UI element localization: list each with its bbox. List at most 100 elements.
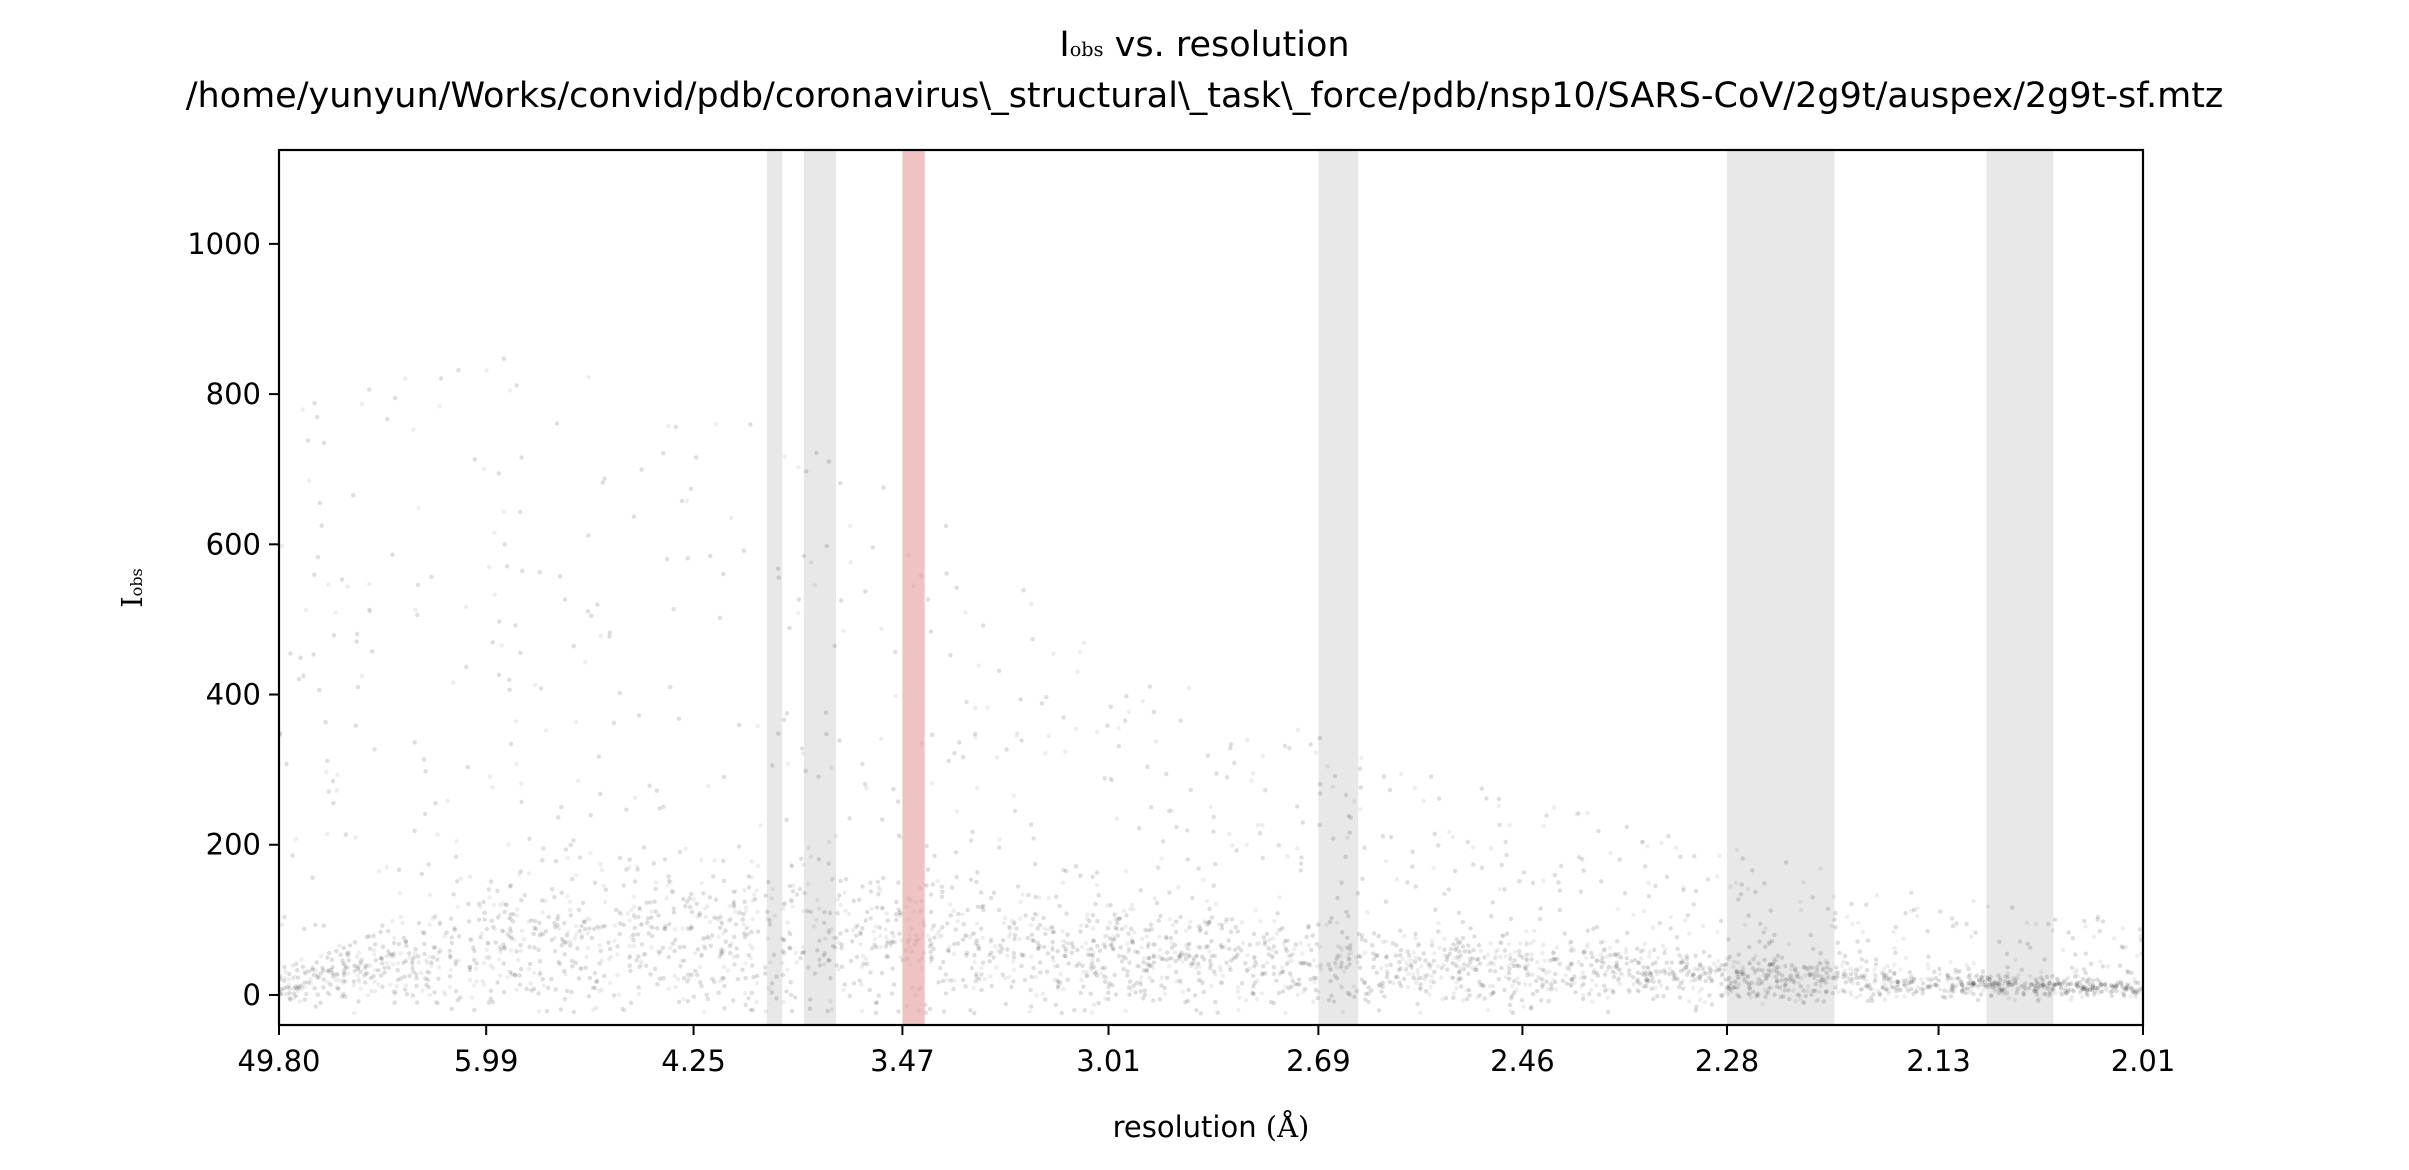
data-point xyxy=(1362,950,1368,955)
data-point xyxy=(754,980,760,986)
data-point xyxy=(1426,961,1431,967)
data-point xyxy=(553,987,558,992)
data-point xyxy=(1451,995,1456,1001)
data-point xyxy=(536,947,541,953)
data-point xyxy=(1831,975,1836,981)
data-point xyxy=(1971,991,1976,997)
data-point xyxy=(948,653,953,658)
data-point xyxy=(1105,903,1110,908)
data-point xyxy=(2080,976,2086,982)
data-point xyxy=(404,943,409,948)
data-point xyxy=(2010,905,2015,910)
data-point xyxy=(638,959,644,964)
data-point xyxy=(1620,972,1625,977)
data-point xyxy=(1371,931,1377,936)
data-point xyxy=(931,923,936,928)
data-point xyxy=(842,982,847,987)
data-point xyxy=(395,968,400,973)
data-point xyxy=(1094,729,1100,735)
data-point xyxy=(453,962,458,967)
data-point xyxy=(1485,952,1491,957)
data-point xyxy=(1534,978,1539,984)
data-point xyxy=(514,987,519,992)
data-point xyxy=(948,913,953,918)
data-point xyxy=(331,800,336,806)
data-point xyxy=(1310,933,1315,938)
data-point xyxy=(816,857,822,862)
data-point xyxy=(1683,917,1688,923)
data-point xyxy=(1250,990,1256,996)
data-point xyxy=(1761,930,1766,935)
data-point xyxy=(938,965,943,971)
data-point xyxy=(839,945,844,951)
data-point xyxy=(1327,965,1333,970)
data-point xyxy=(2068,997,2074,1003)
data-point xyxy=(2026,985,2032,991)
data-point xyxy=(571,1009,576,1015)
data-point xyxy=(988,936,994,941)
data-point xyxy=(776,575,781,580)
data-point xyxy=(1519,998,1525,1003)
data-point xyxy=(589,935,594,941)
data-point xyxy=(1261,935,1267,940)
data-point xyxy=(1138,982,1143,987)
data-point xyxy=(1014,926,1019,931)
data-point xyxy=(1084,941,1089,946)
data-point xyxy=(1436,929,1441,934)
data-point xyxy=(1761,930,1766,935)
data-point xyxy=(1415,943,1421,949)
data-point xyxy=(426,985,431,990)
data-point xyxy=(520,568,525,573)
data-point xyxy=(1468,960,1473,965)
data-point xyxy=(705,903,710,909)
data-point xyxy=(1496,796,1502,802)
data-point xyxy=(1538,906,1543,911)
data-point xyxy=(1085,916,1090,921)
data-point xyxy=(491,924,496,930)
data-point xyxy=(1157,934,1162,939)
data-point xyxy=(1260,971,1266,976)
data-point xyxy=(454,839,459,844)
data-point xyxy=(711,874,716,879)
data-point xyxy=(1557,961,1562,966)
data-point xyxy=(546,985,551,991)
data-point xyxy=(2134,991,2139,997)
data-point xyxy=(2033,921,2038,926)
data-point xyxy=(1190,895,1195,901)
data-point xyxy=(748,955,753,961)
data-point xyxy=(1764,991,1769,996)
data-point xyxy=(1503,974,1509,980)
data-point xyxy=(879,626,884,631)
data-point xyxy=(294,968,300,973)
data-point xyxy=(1888,981,1893,986)
data-point xyxy=(1604,968,1610,973)
data-point xyxy=(1724,956,1730,961)
data-point xyxy=(733,922,739,927)
data-point xyxy=(970,829,975,835)
data-point xyxy=(1082,640,1087,646)
data-point xyxy=(854,954,860,960)
data-point xyxy=(404,943,409,948)
data-point xyxy=(1461,966,1467,972)
data-point xyxy=(699,857,704,863)
data-point xyxy=(1818,951,1823,956)
data-point xyxy=(1187,953,1192,959)
data-point xyxy=(2041,985,2047,990)
data-point xyxy=(1040,991,1046,996)
data-point xyxy=(1747,986,1752,992)
data-point xyxy=(1493,949,1499,954)
data-point xyxy=(1371,957,1377,962)
data-point xyxy=(1581,948,1586,954)
data-point xyxy=(531,970,536,976)
data-point xyxy=(1525,958,1530,963)
data-point xyxy=(1608,965,1614,970)
data-point xyxy=(568,908,573,913)
data-point xyxy=(743,926,749,931)
data-point xyxy=(1772,966,1777,971)
data-point xyxy=(847,993,852,999)
data-point xyxy=(1452,955,1458,961)
data-point xyxy=(1277,895,1282,900)
data-point xyxy=(508,916,513,922)
data-point xyxy=(1383,939,1389,944)
data-point xyxy=(1019,963,1024,969)
